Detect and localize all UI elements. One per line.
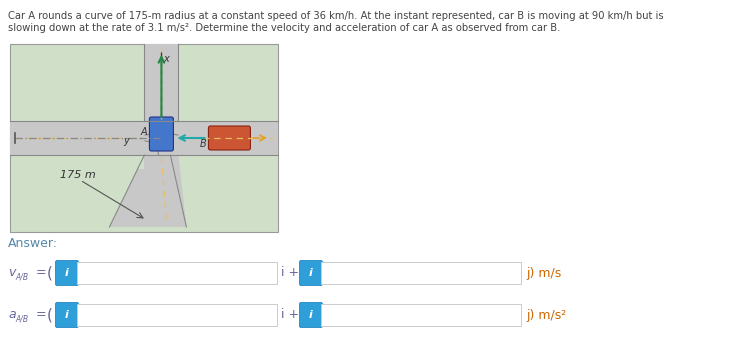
Text: j) m/s: j) m/s [526,266,562,280]
Text: Answer:: Answer: [8,237,58,250]
Polygon shape [131,107,145,121]
Text: A/B: A/B [15,315,28,323]
Bar [145,44,179,155]
Text: j) m/s²: j) m/s² [526,308,566,322]
Text: (: ( [47,266,53,281]
Text: slowing down at the rate of 3.1 m/s². Determine the velocity and acceleration of: slowing down at the rate of 3.1 m/s². De… [8,23,560,33]
Text: i: i [65,310,69,320]
Text: i +: i + [281,308,299,322]
Bar [321,304,521,326]
Bar [10,44,278,232]
FancyBboxPatch shape [55,302,78,327]
Text: i +: i + [281,266,299,280]
FancyBboxPatch shape [149,117,173,151]
Bar [77,304,277,326]
Bar [321,262,521,284]
Text: A: A [141,127,148,137]
Bar [77,262,277,284]
Polygon shape [131,155,145,169]
Text: v: v [8,266,15,280]
Text: A/B: A/B [15,272,28,282]
FancyBboxPatch shape [55,261,78,286]
Text: Car A rounds a curve of 175-m radius at a constant speed of 36 km/h. At the inst: Car A rounds a curve of 175-m radius at … [8,11,663,21]
Text: i: i [65,268,69,278]
Text: i: i [309,310,313,320]
FancyBboxPatch shape [300,302,323,327]
Text: 175 m: 175 m [60,170,96,180]
Text: i: i [309,268,313,278]
Text: (: ( [47,307,53,322]
Text: B: B [200,139,207,149]
Polygon shape [109,155,187,227]
Text: =: = [36,266,46,280]
FancyBboxPatch shape [208,126,250,150]
Text: x: x [163,54,169,64]
Text: a: a [8,308,15,322]
Text: =: = [36,308,46,322]
Polygon shape [179,107,193,121]
FancyBboxPatch shape [300,261,323,286]
Bar [10,121,278,155]
Text: y: y [123,136,129,146]
